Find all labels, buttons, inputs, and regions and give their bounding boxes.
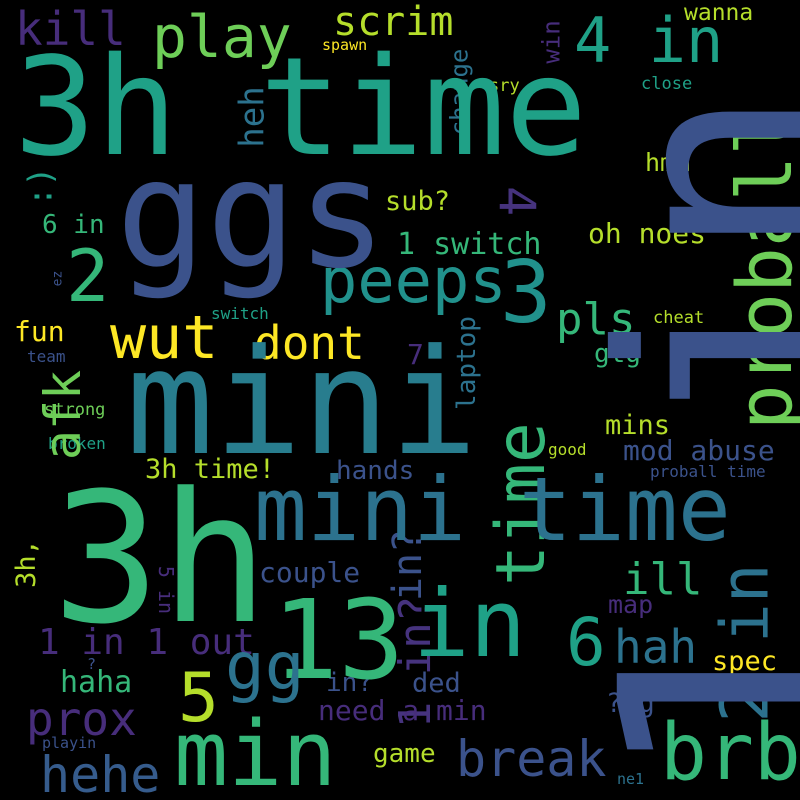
word-mini-time: mini time [254, 458, 731, 561]
word-ne1: ne1 [617, 770, 645, 788]
word-four-in: 4 in [574, 4, 724, 77]
word-ez: ez [50, 270, 66, 287]
word-seven: 7 [407, 338, 424, 371]
word-gtg: gtg [594, 339, 641, 369]
word-three-h: 3h [52, 455, 269, 664]
word-three-h-comma: 3h, [10, 539, 42, 588]
word-min: min [174, 702, 337, 800]
word-nooo: nooo [679, 114, 740, 143]
word-need-a-min: need a min [318, 694, 487, 727]
word-spawn: spawn [322, 36, 368, 54]
word-one-switch: 1 switch [397, 227, 542, 262]
word-six-in: 6 in [42, 210, 105, 240]
word-gg: gg [225, 628, 305, 705]
word-hehe: hehe [40, 746, 161, 800]
word-mod-abuse: mod abuse [623, 434, 775, 467]
word-mini: mini [126, 318, 478, 488]
word-close: close [641, 74, 693, 94]
word-in: in [413, 570, 527, 679]
word-team: team [27, 347, 66, 366]
word-in-q2: in? [326, 668, 373, 698]
word-sry: sry [489, 76, 520, 96]
word-strong: strong [44, 400, 106, 420]
word-switch: switch [211, 304, 269, 323]
word-ill: ill [623, 554, 703, 605]
word-wanna: wanna [684, 0, 754, 26]
word-dont: dont [254, 316, 365, 370]
word-pls: pls [556, 294, 636, 345]
word-proball-time: proball time [650, 462, 766, 481]
word-four: 4 [488, 185, 547, 217]
word-game: game [373, 739, 436, 769]
word-one-in-one-out: 1 in 1 out [38, 622, 255, 663]
word-hah: hah [614, 620, 698, 674]
word-ggs: ggs [116, 128, 387, 302]
word-three: 3 [500, 243, 552, 343]
word-play: play [152, 3, 292, 71]
word-couple: couple [259, 556, 361, 589]
word-five: 5 [178, 659, 219, 738]
word-one-in: 1 in [560, 85, 800, 784]
word-question: ? [87, 655, 97, 673]
word-three-h-time-bang: 3h time! [145, 454, 276, 485]
word-haha: haha [60, 665, 133, 700]
word-two: 2 [66, 234, 110, 318]
word-brb: brb [660, 708, 800, 798]
word-thirteen: 13 [272, 576, 405, 704]
word-ded: ded [412, 668, 461, 699]
word-broken: broken [48, 434, 106, 453]
word-prox: prox [26, 692, 137, 746]
word-sub: sub? [385, 186, 451, 217]
word-spec: spec [712, 646, 778, 677]
word-cg: ?cg [606, 688, 655, 719]
word-fun: fun [14, 315, 65, 348]
word-cheat: cheat [653, 308, 705, 328]
word-hands: hands [336, 456, 415, 486]
word-scrim: scrim [333, 0, 454, 45]
word-wut: wut [110, 303, 219, 373]
word-kill: kill [15, 2, 126, 56]
word-break: break [456, 730, 607, 788]
word-map: map [608, 590, 654, 619]
word-mins: mins [605, 410, 671, 441]
word-afk: afk [34, 369, 93, 461]
word-three-h-time: 3h time [14, 29, 588, 187]
word-six: 6 [566, 604, 606, 681]
word-oh-noes: oh noes [588, 217, 707, 250]
word-hmm: hmm [645, 148, 691, 177]
word-good: good [548, 440, 587, 459]
word-playin: playin [42, 734, 97, 752]
word-peeps: peeps [320, 244, 507, 317]
